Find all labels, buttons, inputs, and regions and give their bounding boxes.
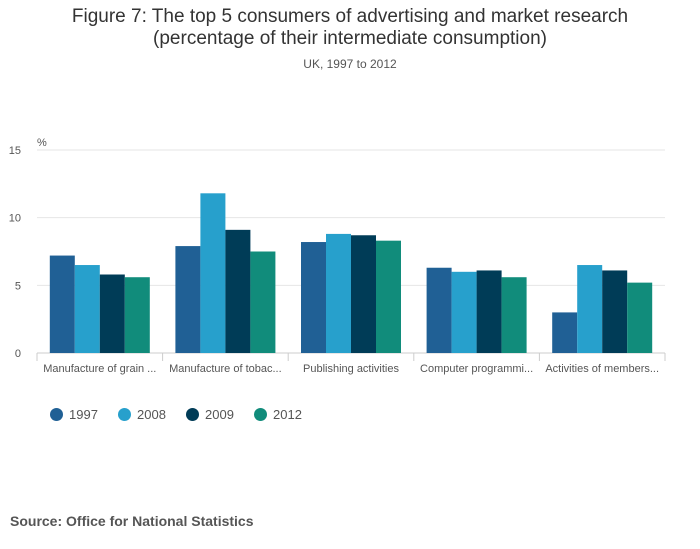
bar-2009 [225,229,251,353]
y-tick-label: 5 [15,280,21,292]
chart-title-line-1: Figure 7: The top 5 consumers of adverti… [71,6,629,27]
bar-2008 [200,193,226,353]
bar-2008 [451,271,477,353]
legend-item-2008[interactable]: 2008 [118,407,186,422]
legend-label: 2008 [137,407,166,422]
bar-2012 [627,282,653,353]
x-tick-label: Activities of members... [545,363,659,375]
legend-swatch-icon [254,408,267,421]
bar-1997 [49,255,75,353]
legend-swatch-icon [50,408,63,421]
legend-label: 1997 [69,407,98,422]
bar-2009 [602,270,628,353]
legend-label: 2009 [205,407,234,422]
chart-subtitle: UK, 1997 to 2012 [303,57,397,71]
bar-2008 [74,265,100,353]
bar-1997 [552,312,578,353]
source-note: Source: Office for National Statistics [10,513,254,529]
bar-1997 [301,242,326,353]
x-tick-label: Manufacture of tobac... [169,363,282,375]
chart-title: Figure 7: The top 5 consumers of adverti… [0,6,700,50]
bar-1997 [175,246,201,353]
x-tick-label: Computer programmi... [420,363,533,375]
x-tick-label: Manufacture of grain ... [43,363,156,375]
legend-swatch-icon [118,408,131,421]
legend-label: 2012 [273,407,302,422]
legend-item-1997[interactable]: 1997 [50,407,118,422]
legend-item-2009[interactable]: 2009 [186,407,254,422]
bar-2012 [250,251,276,353]
y-tick-label: 0 [15,348,21,360]
bar-2012 [501,277,527,353]
bar-2012 [376,240,401,353]
bar-2008 [577,265,603,353]
bar-2009 [99,274,125,353]
bar-2008 [326,233,351,353]
bar-2012 [124,277,150,353]
legend-swatch-icon [186,408,199,421]
legend-item-2012[interactable]: 2012 [254,407,322,422]
x-tick-label: Publishing activities [303,363,399,375]
bar-1997 [426,267,452,353]
y-tick-label: 15 [9,145,21,157]
chart-title-line-2: (percentage of their intermediate consum… [153,28,547,49]
y-axis-label: % [37,137,47,149]
chart-legend: 1997 2008 2009 2012 [50,407,322,422]
bar-2009 [351,235,376,353]
bar-2009 [476,270,502,353]
y-tick-label: 10 [9,213,21,225]
